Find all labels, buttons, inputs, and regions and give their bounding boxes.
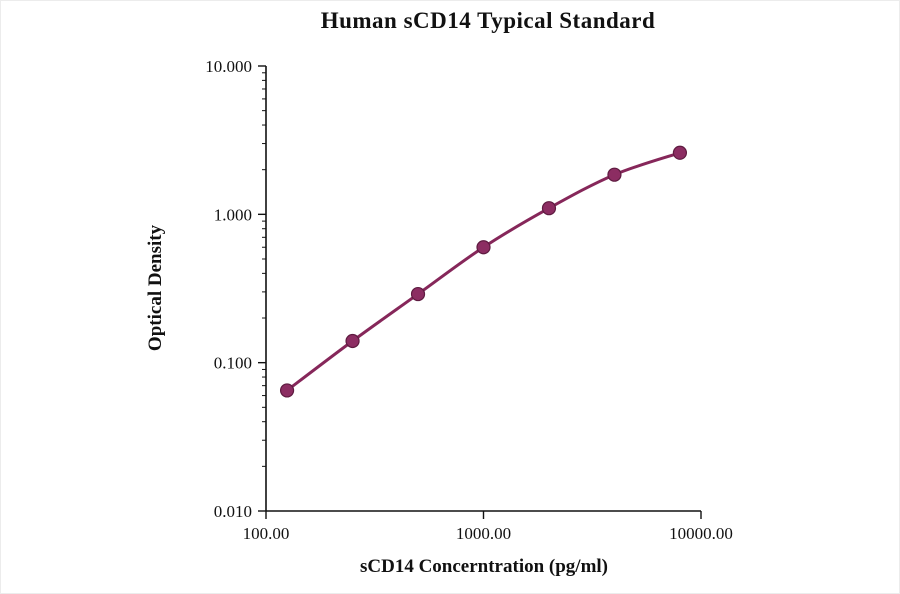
data-point (345, 333, 360, 349)
y-tick-label: 0.010 (214, 502, 252, 521)
x-tick-label: 1000.00 (456, 524, 511, 543)
y-tick-label: 0.100 (214, 354, 252, 373)
y-tick-label: 10.000 (205, 57, 252, 76)
x-axis-label: sCD14 Concerntration (pg/ml) (359, 556, 609, 577)
data-point (410, 286, 426, 302)
data-point (279, 383, 295, 398)
chart-title: Human sCD14 Typical Standard (320, 8, 656, 33)
data-point (672, 145, 688, 160)
data-point (607, 167, 622, 182)
y-tick-label: 1.000 (214, 205, 252, 224)
standard-curve-line (286, 151, 681, 392)
x-tick-label: 100.00 (243, 524, 290, 543)
data-point (476, 240, 491, 255)
x-tick-label: 10000.00 (669, 524, 733, 543)
data-point (541, 201, 557, 216)
